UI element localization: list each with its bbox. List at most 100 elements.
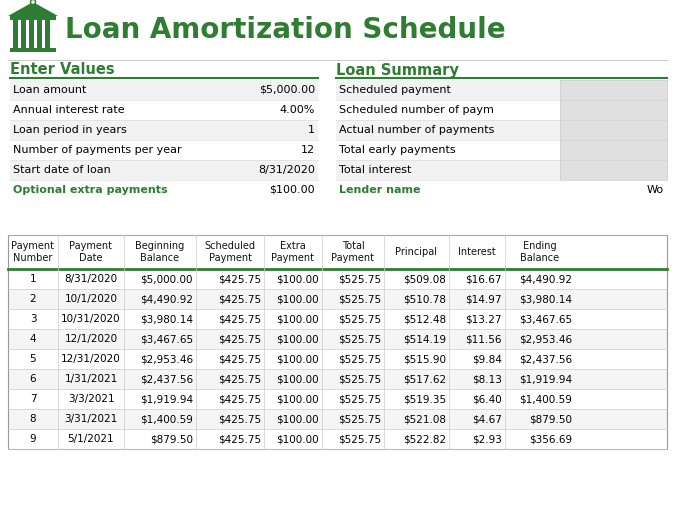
Text: Total
Payment: Total Payment (331, 241, 375, 263)
Text: Scheduled number of paym: Scheduled number of paym (339, 105, 494, 115)
Text: Principal: Principal (396, 247, 437, 257)
Text: Payment
Number: Payment Number (11, 241, 55, 263)
Text: $525.75: $525.75 (338, 334, 381, 344)
Text: $1,919.94: $1,919.94 (519, 374, 572, 384)
Text: $522.82: $522.82 (403, 434, 446, 444)
Text: $1,400.59: $1,400.59 (519, 394, 572, 404)
Text: $512.48: $512.48 (403, 314, 446, 324)
Bar (560, 80, 667, 100)
Text: 1/31/2021: 1/31/2021 (64, 374, 117, 384)
Bar (8, 309, 667, 329)
Text: $100.00: $100.00 (269, 185, 315, 195)
Bar (8, 369, 667, 389)
Bar (10, 80, 318, 100)
Bar (336, 140, 560, 160)
Bar (29, 20, 34, 48)
Text: $514.19: $514.19 (403, 334, 446, 344)
Text: $2,437.56: $2,437.56 (140, 374, 193, 384)
Bar (8, 349, 667, 369)
Bar (10, 120, 318, 140)
Polygon shape (8, 2, 58, 16)
Text: $525.75: $525.75 (338, 434, 381, 444)
Bar (8, 329, 667, 349)
Text: 12: 12 (301, 145, 315, 155)
Text: $879.50: $879.50 (529, 414, 572, 424)
Text: $879.50: $879.50 (150, 434, 193, 444)
Text: $356.69: $356.69 (529, 434, 572, 444)
Text: $8.13: $8.13 (472, 374, 502, 384)
Text: Extra
Payment: Extra Payment (271, 241, 315, 263)
Text: Actual number of payments: Actual number of payments (339, 125, 494, 135)
Text: $2.93: $2.93 (472, 434, 502, 444)
Text: 6: 6 (30, 374, 36, 384)
Text: $13.27: $13.27 (466, 314, 502, 324)
Text: 7: 7 (30, 394, 36, 404)
Text: $1,400.59: $1,400.59 (140, 414, 193, 424)
Text: Total interest: Total interest (339, 165, 411, 175)
Bar (8, 429, 667, 449)
Text: $5,000.00: $5,000.00 (259, 85, 315, 95)
Text: $525.75: $525.75 (338, 414, 381, 424)
Text: $3,467.65: $3,467.65 (140, 334, 193, 344)
Text: 12/1/2020: 12/1/2020 (64, 334, 117, 344)
Bar (560, 100, 667, 120)
Text: $100.00: $100.00 (276, 354, 319, 364)
Text: $16.67: $16.67 (466, 274, 502, 284)
Text: $425.75: $425.75 (218, 374, 261, 384)
Text: $425.75: $425.75 (218, 414, 261, 424)
Text: $100.00: $100.00 (276, 294, 319, 304)
Text: 3/31/2021: 3/31/2021 (64, 414, 117, 424)
Text: $525.75: $525.75 (338, 274, 381, 284)
Bar (8, 289, 667, 309)
Text: 8/31/2020: 8/31/2020 (258, 165, 315, 175)
Text: Scheduled
Payment: Scheduled Payment (205, 241, 256, 263)
Circle shape (30, 0, 36, 5)
Text: $100.00: $100.00 (276, 314, 319, 324)
Bar (8, 269, 667, 289)
Text: $11.56: $11.56 (466, 334, 502, 344)
Text: $100.00: $100.00 (276, 414, 319, 424)
Bar (45, 20, 50, 48)
Text: $3,980.14: $3,980.14 (140, 314, 193, 324)
Text: $4,490.92: $4,490.92 (140, 294, 193, 304)
Bar (8, 235, 667, 269)
Bar (336, 80, 560, 100)
Text: Enter Values: Enter Values (10, 62, 115, 77)
Text: $425.75: $425.75 (218, 294, 261, 304)
Text: $425.75: $425.75 (218, 394, 261, 404)
Text: Loan period in years: Loan period in years (13, 125, 127, 135)
Bar (10, 16, 56, 20)
Text: $4,490.92: $4,490.92 (519, 274, 572, 284)
Text: Number of payments per year: Number of payments per year (13, 145, 182, 155)
Text: $510.78: $510.78 (403, 294, 446, 304)
Text: 12/31/2020: 12/31/2020 (61, 354, 121, 364)
Bar (336, 100, 560, 120)
Bar (8, 235, 667, 449)
Text: $425.75: $425.75 (218, 434, 261, 444)
Text: $2,953.46: $2,953.46 (140, 354, 193, 364)
Bar (8, 389, 667, 409)
Text: $100.00: $100.00 (276, 334, 319, 344)
Text: 5: 5 (30, 354, 36, 364)
Text: Scheduled payment: Scheduled payment (339, 85, 451, 95)
Text: Loan Summary: Loan Summary (336, 62, 459, 77)
Text: $515.90: $515.90 (403, 354, 446, 364)
Bar (560, 120, 667, 140)
Text: 8/31/2020: 8/31/2020 (64, 274, 117, 284)
Text: $2,437.56: $2,437.56 (519, 354, 572, 364)
Text: $517.62: $517.62 (403, 374, 446, 384)
Bar (10, 160, 318, 180)
Text: Payment
Date: Payment Date (70, 241, 113, 263)
Text: $425.75: $425.75 (218, 314, 261, 324)
Text: $525.75: $525.75 (338, 314, 381, 324)
Text: $5,000.00: $5,000.00 (140, 274, 193, 284)
Text: $425.75: $425.75 (218, 354, 261, 364)
Text: 3: 3 (30, 314, 36, 324)
Text: Loan Amortization Schedule: Loan Amortization Schedule (65, 16, 506, 44)
Text: $509.08: $509.08 (403, 274, 446, 284)
Text: Total early payments: Total early payments (339, 145, 456, 155)
Text: $525.75: $525.75 (338, 394, 381, 404)
Text: Annual interest rate: Annual interest rate (13, 105, 125, 115)
Text: 1: 1 (308, 125, 315, 135)
Text: $525.75: $525.75 (338, 354, 381, 364)
